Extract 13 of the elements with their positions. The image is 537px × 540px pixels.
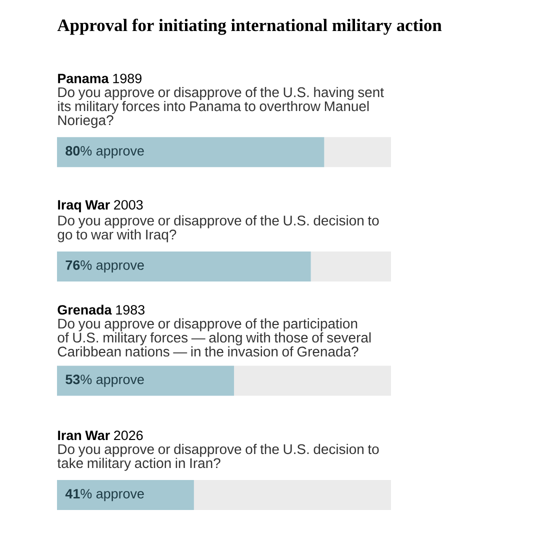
chart-title: Approval for initiating international military action xyxy=(57,18,442,35)
annotation: Do you approve or disapprove of the U.S. having sent its military forces into Panama to overthrow Manuel Noriega? xyxy=(58,86,384,128)
y-tick-label: Panama 1989 xyxy=(58,74,142,84)
annotation: Do you approve or disapprove of the U.S. decision to go to war with Iraq? xyxy=(58,215,379,242)
annotation: Do you approve or disapprove of the U.S. decision to take military action in Iran? xyxy=(57,444,379,471)
data-label: 53% approve xyxy=(66,374,144,387)
data-label: 41% approve xyxy=(65,488,144,502)
data-label: 76% approve xyxy=(66,260,144,273)
data-label: 80% approve xyxy=(66,146,144,158)
annotation: Do you approve or disapprove of the participation of U.S. military forces — along with those of several Caribbean nations — in the invasion of Grenada? xyxy=(58,318,371,357)
y-tick-label: Grenada 1983 xyxy=(58,304,144,315)
y-tick-label: Iran War 2026 xyxy=(58,430,143,440)
y-tick-label: Iraq War 2003 xyxy=(58,200,143,212)
